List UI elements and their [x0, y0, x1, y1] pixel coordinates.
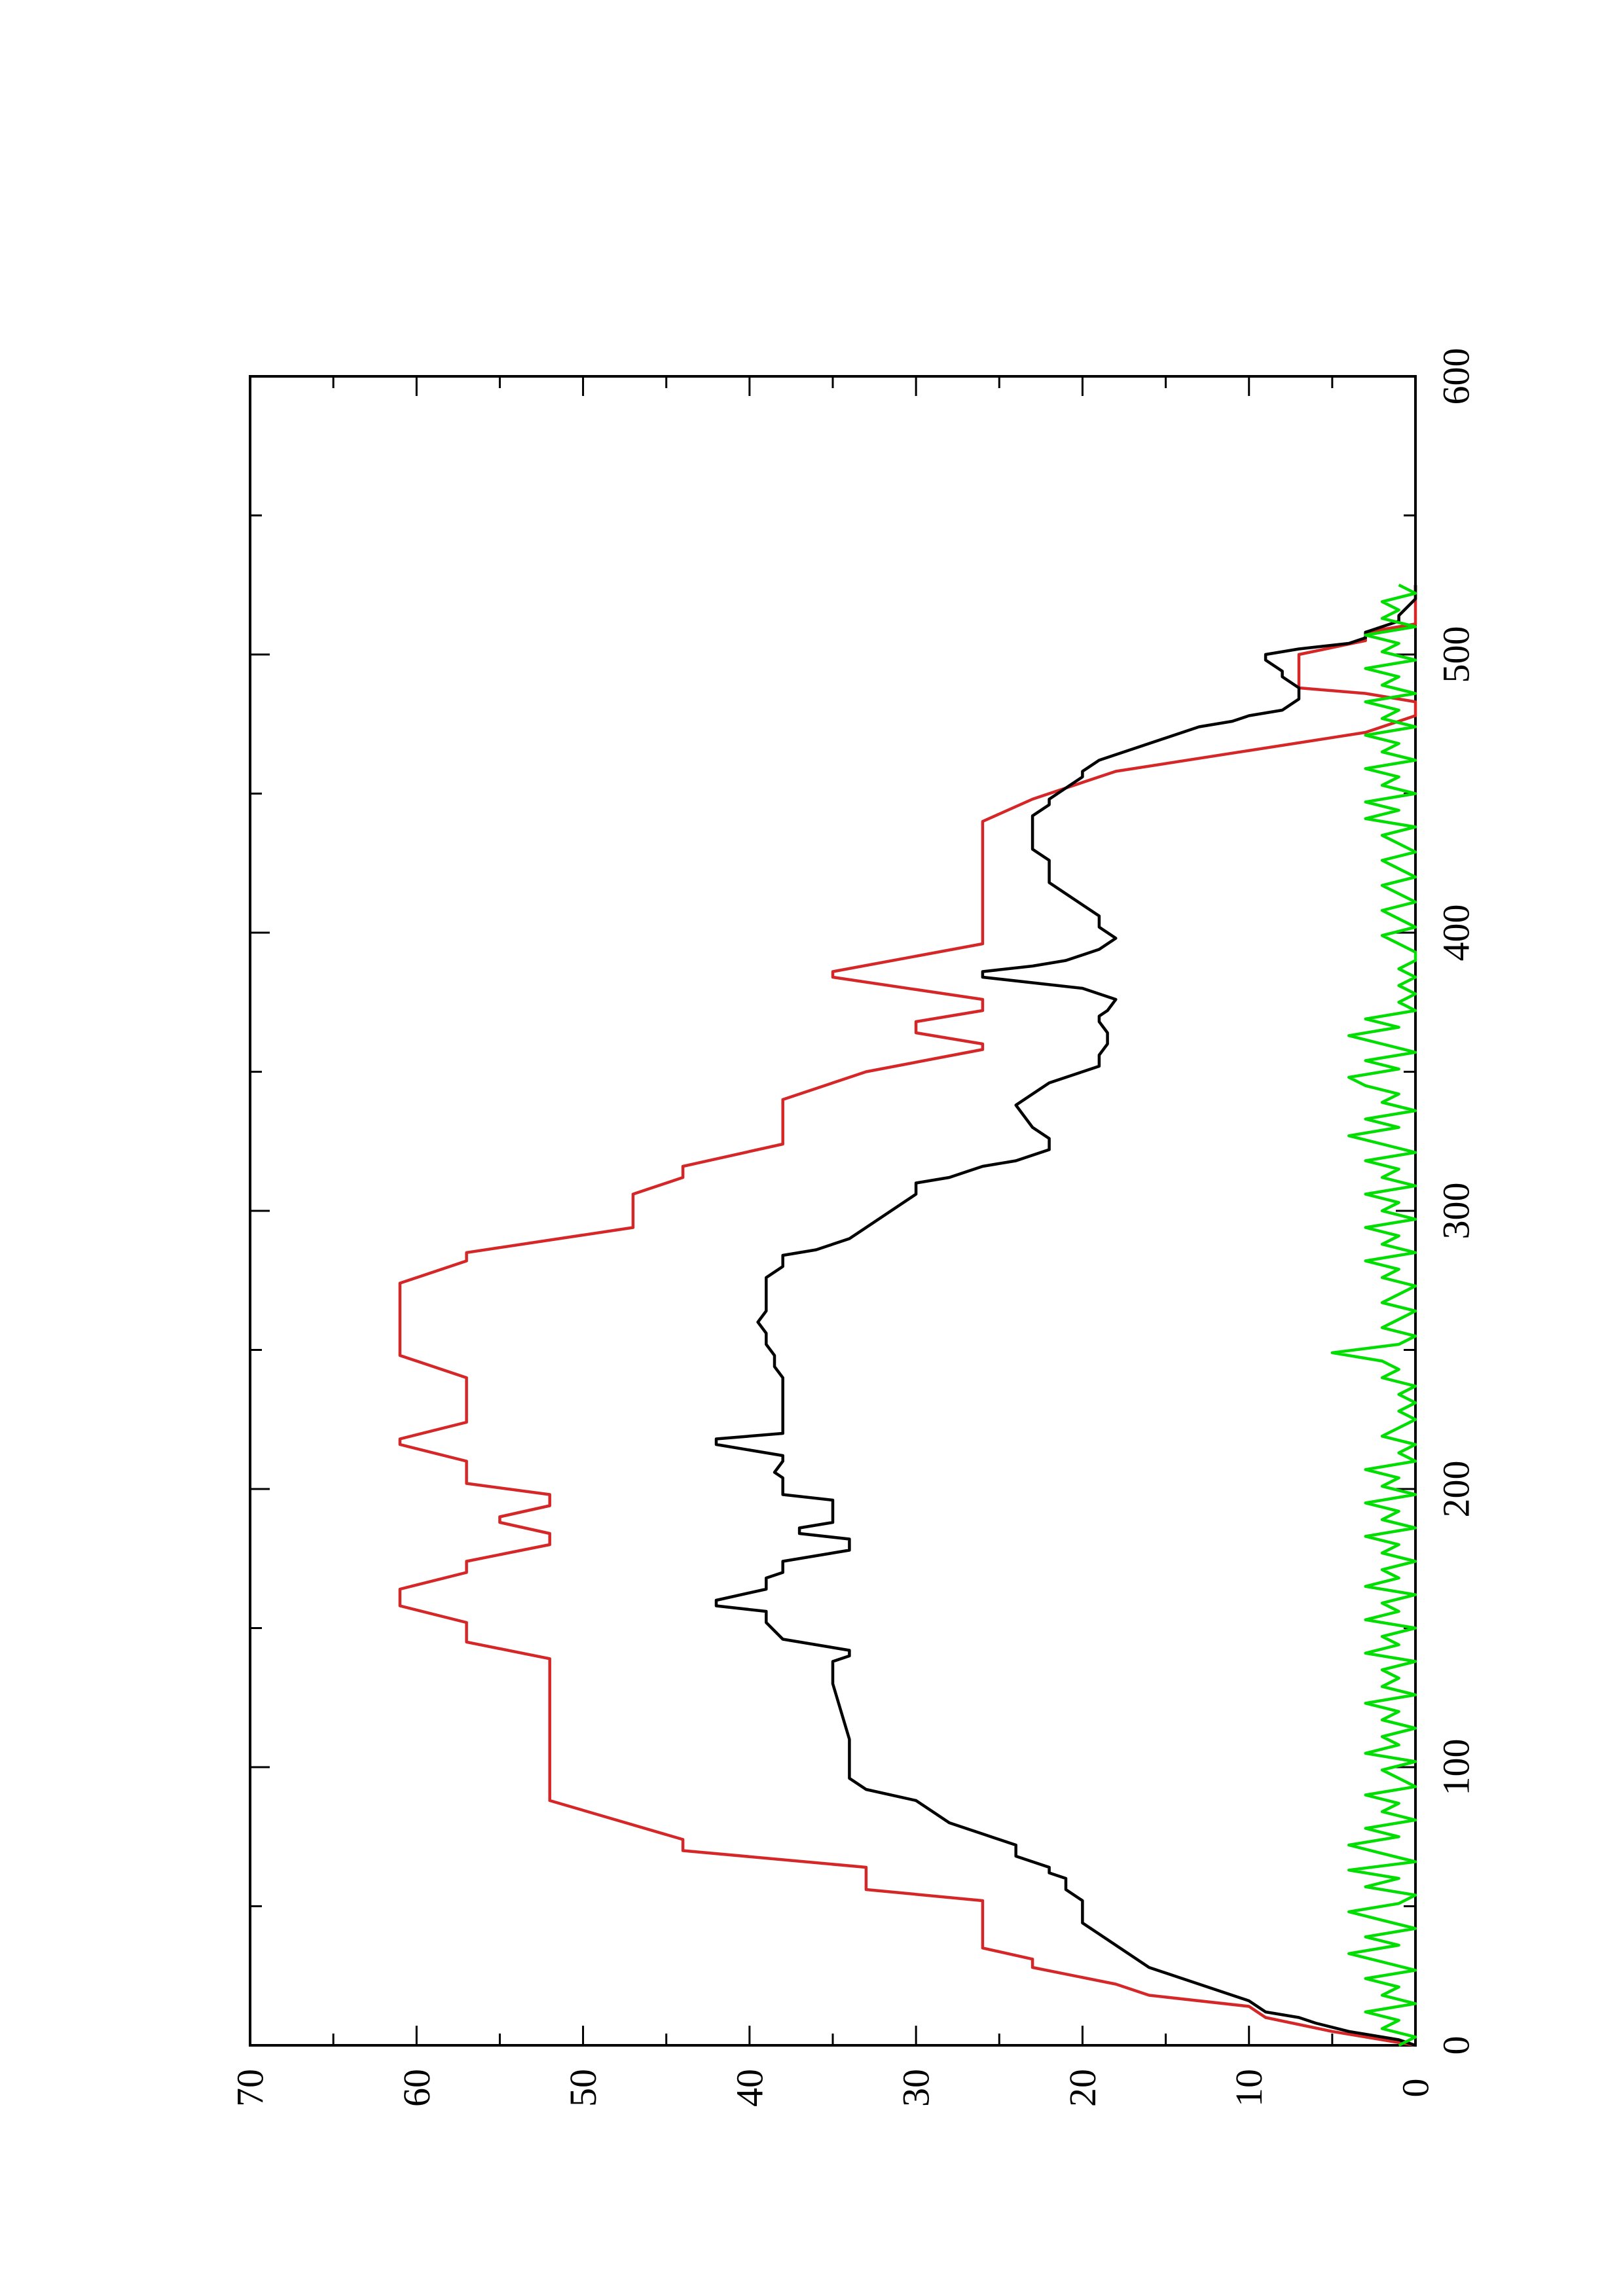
x-tick-label: 300: [1435, 1183, 1478, 1240]
y-tick-label: 50: [562, 2069, 604, 2107]
x-tick-label: 600: [1435, 348, 1478, 405]
x-tick-label: 100: [1435, 1739, 1478, 1796]
series-lines: [398, 583, 1417, 2047]
series-line-black: [714, 584, 1417, 2047]
y-tick-label: 30: [895, 2069, 938, 2107]
x-tick-label: 0: [1435, 2036, 1478, 2055]
y-tick-label: 0: [1395, 2079, 1437, 2098]
plot-frame: [249, 375, 1417, 2047]
y-tick-label: 70: [229, 2069, 272, 2107]
y-tick-label: 40: [728, 2069, 771, 2107]
axis-ticks: [249, 375, 1417, 2047]
axis-tick-labels: 0 100 200 300 400 500 600 0 10 20 30 40 50 60 70: [229, 348, 1478, 2108]
x-tick-label: 500: [1435, 626, 1478, 683]
y-tick-label: 60: [395, 2069, 438, 2107]
y-tick-label: 10: [1228, 2069, 1270, 2107]
x-tick-label: 400: [1435, 905, 1478, 961]
y-tick-label: 20: [1061, 2069, 1104, 2107]
x-tick-label: 200: [1435, 1461, 1478, 1518]
series-line-green: [1330, 583, 1417, 2047]
series-line-red: [398, 584, 1417, 2047]
